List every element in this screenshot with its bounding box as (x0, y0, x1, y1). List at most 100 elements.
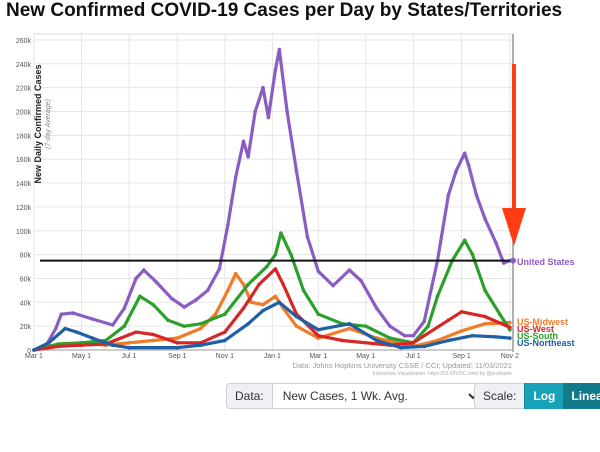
data-point (399, 345, 403, 350)
data-point (402, 333, 407, 338)
data-point (426, 324, 430, 328)
y-tick-label: 100k (16, 229, 32, 236)
data-point (422, 319, 427, 324)
data-point (388, 324, 392, 328)
x-tick-label: Jul 1 (406, 353, 421, 360)
data-point (213, 312, 218, 317)
data-point (175, 336, 180, 340)
data-point (446, 318, 451, 322)
data-point (459, 329, 464, 333)
data-point (347, 268, 352, 272)
y-tick-label: 220k (16, 86, 32, 93)
y-tick-label: 120k (16, 205, 32, 212)
data-point (411, 333, 416, 338)
data-point (182, 324, 187, 328)
data-point (359, 279, 363, 283)
data-point (246, 155, 250, 159)
x-tick-label: Mar 1 (309, 353, 327, 360)
data-point (175, 341, 180, 345)
source-credit: Data: Johns Hopkins University CSSE / CC… (292, 361, 512, 370)
data-point (501, 261, 506, 265)
data-point (331, 283, 335, 288)
data-point (75, 330, 79, 334)
scale-control: Scale: Log Linear (474, 383, 600, 409)
data-label: Data: (226, 383, 272, 409)
data-point (316, 333, 321, 338)
data-point (305, 234, 310, 239)
data-control: Data: New Cases, 1 Wk. Avg. (226, 383, 482, 409)
data-point (294, 314, 299, 319)
data-point (166, 318, 170, 322)
data-point (462, 151, 467, 156)
data-point (223, 338, 227, 343)
y-tick-label: 240k (16, 62, 32, 69)
data-point (462, 238, 467, 243)
data-point (134, 330, 138, 334)
x-tick-label: Sep 1 (168, 353, 186, 360)
data-point (483, 314, 487, 319)
data-point (175, 345, 180, 350)
data-point (217, 267, 222, 271)
data-point (483, 288, 487, 293)
y-axis-sublabel: (7-day Average) (45, 99, 52, 149)
data-point (63, 326, 67, 331)
data-point (388, 336, 392, 340)
data-point (198, 343, 203, 348)
data-point (273, 252, 278, 257)
data-point (316, 327, 321, 332)
data-point (316, 312, 321, 317)
data-point (508, 320, 512, 325)
data-point (32, 348, 36, 352)
data-point (127, 341, 131, 345)
y-tick-label: 140k (16, 181, 32, 188)
data-select[interactable]: New Cases, 1 Wk. Avg. (271, 383, 482, 409)
series-line (32, 267, 512, 352)
series-label: US-Northeast (517, 338, 575, 348)
data-point (483, 321, 487, 326)
data-point (194, 298, 198, 302)
series-label: US-South (517, 331, 558, 341)
arrow-head (502, 208, 526, 246)
data-point (56, 344, 60, 349)
data-point (273, 267, 278, 271)
data-point (374, 338, 379, 343)
data-point (151, 302, 155, 307)
y-tick-label: 40k (20, 300, 32, 307)
data-point (223, 330, 227, 334)
data-point (142, 268, 146, 272)
data-point (79, 343, 84, 348)
data-point (138, 294, 142, 299)
data-point (454, 169, 458, 173)
data-point (241, 139, 246, 144)
data-point (90, 317, 95, 321)
data-point (261, 308, 265, 313)
data-point (316, 269, 321, 274)
arrow-annotation (502, 64, 526, 246)
data-point (277, 300, 282, 305)
data-point (54, 326, 58, 331)
data-point (508, 336, 512, 340)
linear-button[interactable]: Linear (563, 383, 600, 409)
data-point (257, 282, 261, 287)
page-title: New Confirmed COVID-19 Cases per Day by … (6, 0, 563, 21)
data-point (246, 282, 250, 287)
data-point (134, 276, 138, 281)
data-point (289, 252, 293, 257)
data-point (205, 288, 210, 293)
x-tick-label: Nov 2 (501, 353, 519, 360)
y-tick-label: 260k (16, 38, 32, 45)
y-tick-label: 180k (16, 133, 32, 140)
data-point (301, 288, 306, 293)
data-point (246, 321, 250, 326)
data-point (474, 193, 479, 197)
data-point (470, 252, 475, 257)
series-label: US-West (517, 324, 554, 334)
series-label: US-Midwest (517, 317, 568, 327)
data-point (494, 335, 498, 339)
data-point (265, 264, 269, 269)
data-point (279, 231, 283, 235)
data-point (110, 323, 115, 327)
data-point (347, 321, 352, 326)
data-point (294, 324, 299, 328)
log-button[interactable]: Log (524, 383, 564, 409)
